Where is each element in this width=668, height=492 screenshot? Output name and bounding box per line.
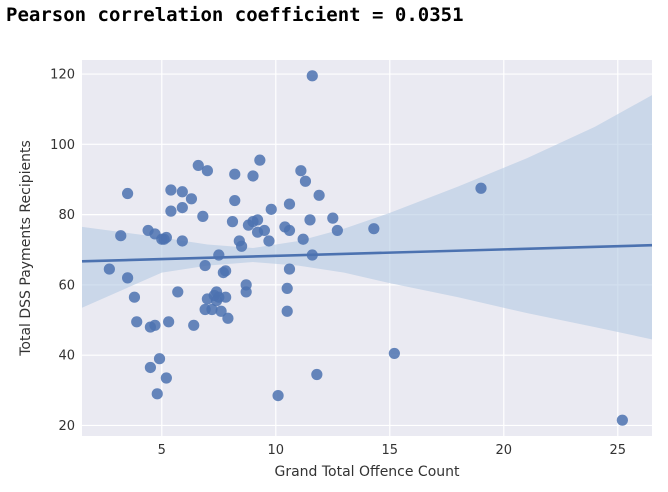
x-tick-label: 5 bbox=[158, 443, 166, 458]
correlation-readout: Pearson correlation coefficient = 0.0351 bbox=[6, 4, 464, 26]
data-point bbox=[283, 263, 296, 275]
data-point bbox=[251, 214, 264, 226]
data-point bbox=[185, 193, 198, 205]
data-point bbox=[153, 353, 166, 365]
y-tick-labels: 20 40 60 80 100 120 bbox=[50, 68, 75, 434]
regression-line bbox=[81, 243, 653, 263]
data-point bbox=[197, 210, 209, 222]
x-tick-label: 25 bbox=[610, 443, 627, 458]
data-point bbox=[122, 187, 134, 200]
y-tick-label: 120 bbox=[50, 68, 75, 83]
data-point bbox=[222, 312, 234, 324]
y-tick-label: 40 bbox=[58, 349, 75, 364]
data-point bbox=[215, 305, 227, 317]
data-point bbox=[201, 165, 213, 177]
data-point bbox=[388, 347, 400, 360]
data-point bbox=[263, 235, 275, 247]
data-point bbox=[475, 182, 487, 194]
data-point bbox=[368, 223, 380, 235]
data-point bbox=[151, 388, 163, 400]
x-tick-label: 15 bbox=[382, 443, 399, 458]
confidence-band bbox=[82, 95, 652, 340]
data-point bbox=[247, 170, 259, 182]
data-point bbox=[163, 316, 175, 328]
data-point bbox=[311, 368, 323, 381]
y-axis-label: Total DSS Payments Recipients bbox=[18, 140, 34, 357]
data-point bbox=[192, 159, 204, 172]
data-point bbox=[199, 259, 211, 272]
data-point bbox=[206, 303, 218, 316]
data-point bbox=[229, 168, 241, 180]
data-point bbox=[283, 224, 296, 237]
data-point bbox=[144, 361, 156, 374]
data-point bbox=[165, 205, 177, 217]
data-point bbox=[297, 233, 309, 245]
data-point bbox=[299, 175, 312, 187]
data-point bbox=[176, 235, 188, 247]
data-point bbox=[128, 291, 141, 303]
y-tick-label: 100 bbox=[50, 138, 75, 153]
data-point bbox=[188, 319, 200, 331]
data-point bbox=[304, 214, 316, 226]
data-point bbox=[272, 389, 284, 402]
data-point bbox=[281, 282, 293, 295]
data-point bbox=[122, 272, 134, 284]
data-point bbox=[220, 291, 232, 303]
points-group bbox=[103, 70, 628, 426]
data-point bbox=[240, 279, 252, 291]
data-point bbox=[327, 212, 339, 224]
x-tick-label: 10 bbox=[268, 443, 285, 458]
data-point bbox=[160, 372, 172, 384]
data-point bbox=[220, 265, 232, 277]
data-point bbox=[131, 316, 143, 328]
data-point bbox=[265, 203, 277, 215]
data-point bbox=[115, 230, 127, 242]
data-point bbox=[254, 154, 266, 166]
data-point bbox=[103, 263, 115, 275]
y-tick-label: 60 bbox=[58, 278, 75, 293]
y-tick-label: 20 bbox=[58, 419, 75, 434]
data-point bbox=[331, 224, 343, 237]
x-tick-labels: 5 10 15 20 25 bbox=[158, 443, 626, 458]
confidence-band-group bbox=[82, 95, 652, 340]
data-point bbox=[306, 70, 318, 82]
data-point bbox=[165, 184, 177, 196]
data-point bbox=[616, 414, 628, 426]
data-point bbox=[313, 189, 325, 201]
data-point bbox=[283, 198, 296, 210]
data-point bbox=[295, 165, 307, 177]
data-point bbox=[236, 240, 248, 252]
data-point bbox=[226, 216, 239, 228]
data-point bbox=[229, 194, 241, 207]
y-tick-label: 80 bbox=[58, 208, 75, 223]
regression-group bbox=[81, 243, 653, 263]
data-point bbox=[176, 186, 188, 198]
data-point bbox=[176, 201, 188, 214]
data-point bbox=[258, 224, 270, 237]
x-tick-label: 20 bbox=[496, 443, 513, 458]
data-point bbox=[149, 319, 161, 331]
data-point bbox=[172, 286, 184, 298]
data-point bbox=[160, 231, 172, 244]
x-axis-label: Grand Total Offence Count bbox=[274, 464, 460, 480]
data-point bbox=[213, 249, 225, 261]
data-point bbox=[281, 305, 293, 317]
